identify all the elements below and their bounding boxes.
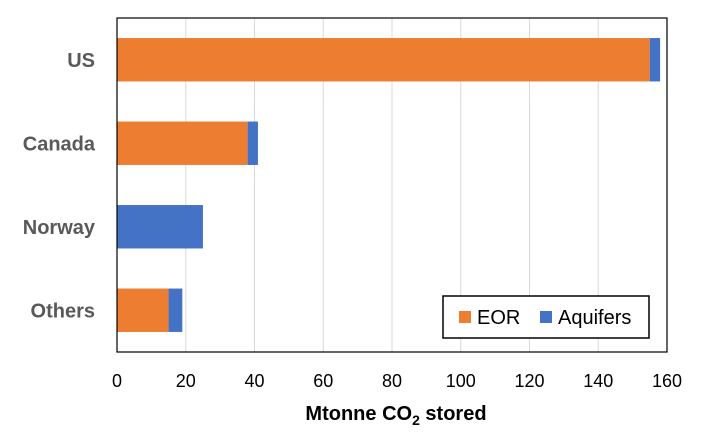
x-tick-label-120: 120 (514, 371, 544, 391)
bar-others-aquifers (168, 288, 183, 332)
legend: EOR Aquifers (442, 295, 650, 339)
x-tick-label-140: 140 (583, 371, 613, 391)
bar-canada-aquifers (247, 121, 258, 165)
bar-others-eor (117, 288, 169, 332)
x-tick-label-80: 80 (382, 371, 402, 391)
x-tick-label-60: 60 (313, 371, 333, 391)
x-tick-label-0: 0 (112, 371, 122, 391)
plot-area-border (116, 17, 668, 353)
legend-swatch-eor (459, 311, 471, 323)
bar-canada-eor (117, 121, 248, 165)
bar-us-eor (117, 38, 650, 82)
legend-swatch-aquifers (540, 311, 552, 323)
category-label-canada: Canada (23, 133, 96, 155)
bar-norway-aquifers (117, 205, 203, 249)
y-axis-categories: US Canada Norway Others (23, 50, 96, 323)
category-label-norway: Norway (23, 217, 96, 239)
legend-label-aquifers: Aquifers (558, 307, 631, 329)
x-axis-title-subscript: 2 (412, 412, 420, 428)
x-tick-label-160: 160 (652, 371, 682, 391)
x-tick-label-100: 100 (446, 371, 476, 391)
x-axis-title: Mtonne CO2 stored (305, 403, 486, 428)
category-label-us: US (67, 50, 95, 72)
bars (117, 38, 661, 332)
bar-us-aquifers (649, 38, 661, 82)
x-axis-ticks: 0 20 40 60 80 100 120 140 160 (112, 371, 682, 391)
x-tick-label-40: 40 (244, 371, 264, 391)
category-label-others: Others (31, 300, 95, 322)
x-tick-label-20: 20 (176, 371, 196, 391)
legend-label-eor: EOR (477, 307, 520, 329)
